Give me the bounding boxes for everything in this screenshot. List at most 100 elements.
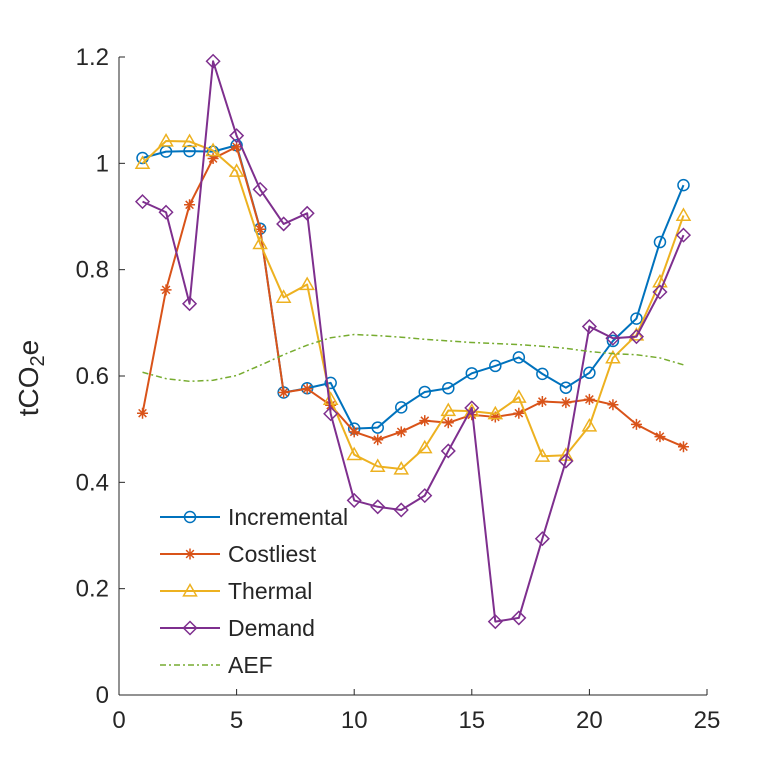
data-point-demand <box>370 499 386 515</box>
legend: Incremental Costliest Thermal Demand AEF <box>160 504 348 678</box>
y-tick-label: 1.2 <box>76 44 109 71</box>
legend-label: AEF <box>228 652 273 678</box>
data-point-incremental <box>583 366 596 380</box>
y-tick-label: 1 <box>96 150 109 177</box>
data-point-thermal <box>605 349 621 364</box>
data-point-incremental <box>324 376 337 390</box>
data-point-thermal <box>205 142 221 157</box>
data-point-thermal <box>228 163 245 177</box>
x-tick-label: 15 <box>458 707 485 734</box>
data-point-thermal <box>416 439 433 454</box>
y-tick-label: 0.4 <box>76 469 109 496</box>
x-tick-label: 10 <box>341 707 368 734</box>
data-point-thermal <box>511 389 527 403</box>
legend-item-costliest: Costliest <box>160 541 317 567</box>
y-tick-label: 0.2 <box>76 576 109 603</box>
data-point-demand <box>252 181 268 197</box>
y-axis-label-suffix: e <box>13 340 44 356</box>
data-point-demand <box>134 194 151 210</box>
data-point-demand <box>464 400 480 416</box>
data-point-thermal <box>252 235 268 250</box>
x-tick-label: 20 <box>576 707 603 734</box>
legend-item-incremental: Incremental <box>160 504 348 530</box>
data-point-incremental <box>536 367 549 381</box>
data-point-demand <box>181 296 198 312</box>
data-point-demand <box>581 318 597 335</box>
data-point-thermal <box>369 458 386 473</box>
series-line-costliest <box>141 145 684 448</box>
data-point-costliest <box>301 383 313 395</box>
data-point-costliest <box>536 396 548 408</box>
y-tick-label: 0.6 <box>76 363 109 390</box>
data-point-costliest <box>254 223 266 235</box>
legend-label: Thermal <box>228 578 312 604</box>
data-point-demand <box>299 205 315 221</box>
data-point-incremental <box>653 235 667 249</box>
y-axis-label-main: tCO <box>13 366 44 416</box>
x-tick-label: 5 <box>230 707 243 734</box>
data-point-costliest <box>607 399 619 411</box>
data-point-thermal <box>134 155 151 169</box>
data-point-costliest <box>442 417 454 429</box>
series-line-thermal <box>141 140 685 471</box>
data-point-incremental <box>677 178 690 192</box>
x-tick-label: 0 <box>112 707 125 734</box>
data-point-demand <box>440 443 456 459</box>
data-point-costliest <box>207 153 219 165</box>
legend-item-thermal: Thermal <box>160 578 312 604</box>
data-point-demand <box>393 502 409 518</box>
data-point-incremental <box>630 312 643 325</box>
data-point-incremental <box>442 381 455 395</box>
data-point-thermal <box>158 132 174 147</box>
legend-label: Costliest <box>228 541 317 567</box>
data-point-incremental <box>606 334 620 348</box>
data-point-demand <box>276 216 292 232</box>
data-point-thermal <box>581 417 598 432</box>
data-point-incremental <box>512 351 526 364</box>
data-point-thermal <box>299 276 315 291</box>
data-point-incremental <box>465 367 479 380</box>
data-point-thermal <box>652 273 668 288</box>
data-point-demand <box>628 329 645 345</box>
legend-label: Demand <box>228 615 315 641</box>
data-point-thermal <box>534 448 551 462</box>
data-point-incremental <box>394 401 408 414</box>
x-tick-label: 25 <box>694 707 721 734</box>
data-point-costliest <box>419 415 431 427</box>
data-point-demand <box>158 204 174 220</box>
legend-marker <box>182 620 198 636</box>
data-point-incremental <box>489 359 502 373</box>
data-point-thermal <box>675 207 692 222</box>
data-point-thermal <box>440 402 457 417</box>
data-point-costliest <box>372 434 384 446</box>
legend-item-aef: AEF <box>160 652 273 678</box>
legend-item-demand: Demand <box>160 615 315 641</box>
data-point-thermal <box>275 289 292 303</box>
data-point-costliest <box>513 407 525 419</box>
data-point-demand <box>675 227 692 243</box>
data-point-thermal <box>487 405 504 420</box>
data-point-thermal <box>322 391 339 406</box>
data-point-costliest <box>677 441 689 453</box>
data-point-thermal <box>181 133 198 148</box>
data-point-costliest <box>160 284 172 296</box>
data-point-costliest <box>184 199 196 211</box>
data-point-thermal <box>393 461 410 475</box>
data-point-demand <box>558 453 574 469</box>
data-point-demand <box>229 128 245 144</box>
data-point-costliest <box>137 407 149 419</box>
data-point-demand <box>323 406 339 422</box>
series-thermal <box>134 132 692 475</box>
axes: 0 5 10 15 20 25 0 0.2 0.4 0.6 0.8 1 1.2 <box>76 44 721 734</box>
y-tick-label: 0.8 <box>76 257 109 284</box>
data-point-incremental <box>183 144 196 158</box>
data-point-demand <box>417 488 433 504</box>
data-point-incremental <box>559 381 573 394</box>
data-point-thermal <box>346 446 362 461</box>
y-axis-label-subscript: 2 <box>27 355 49 366</box>
data-point-costliest <box>231 141 243 153</box>
data-point-costliest <box>348 426 360 438</box>
data-point-costliest <box>630 418 642 430</box>
